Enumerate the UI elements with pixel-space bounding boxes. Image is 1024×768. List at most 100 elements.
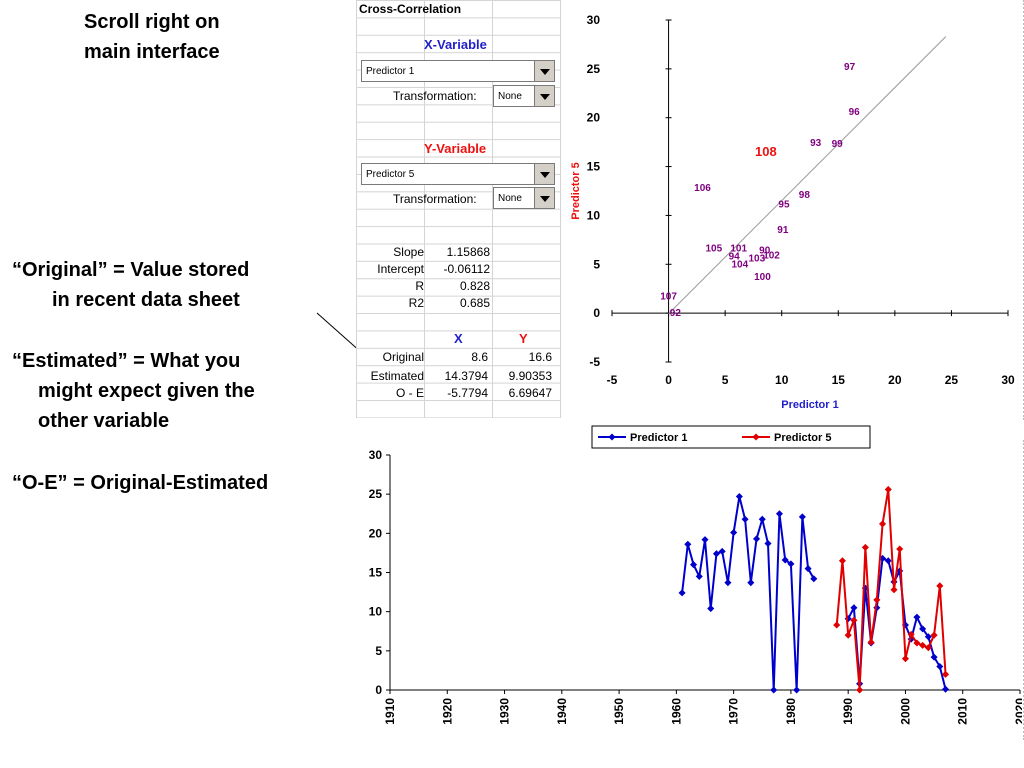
series-point bbox=[781, 556, 789, 564]
row-label: Original bbox=[382, 350, 424, 364]
series-point bbox=[861, 543, 869, 551]
row-label: O - E bbox=[395, 386, 424, 400]
note-text: “Estimated” = What you bbox=[12, 350, 241, 372]
x-tick-label: 1980 bbox=[784, 698, 798, 725]
series-point bbox=[775, 510, 783, 518]
series-point bbox=[838, 557, 846, 565]
chevron-down-icon[interactable] bbox=[534, 86, 554, 106]
point-label: 107 bbox=[660, 292, 677, 303]
series-point bbox=[707, 604, 715, 613]
x-tick-label: 1970 bbox=[727, 698, 741, 725]
x-tick-label: 1910 bbox=[383, 698, 397, 725]
y-transform-select[interactable]: None bbox=[493, 187, 555, 209]
legend-marker bbox=[608, 433, 616, 441]
series-point bbox=[701, 536, 709, 544]
stat-value: -0.06112 bbox=[443, 262, 490, 276]
series-point bbox=[810, 575, 818, 583]
series-line bbox=[681, 496, 815, 691]
series-point bbox=[913, 639, 921, 647]
column-header-x: X bbox=[454, 331, 463, 346]
series-point bbox=[930, 631, 938, 639]
column-header-y: Y bbox=[519, 331, 528, 346]
point-label: 102 bbox=[763, 250, 780, 261]
y-tick-label: 0 bbox=[593, 306, 600, 320]
stat-label: R2 bbox=[408, 296, 424, 310]
series-point bbox=[833, 621, 841, 629]
point-label: 103 bbox=[748, 253, 765, 264]
note-estimated: “Estimated” = What you might expect give… bbox=[12, 346, 255, 436]
y-tick-label: 0 bbox=[375, 683, 382, 697]
x-tick-label: 25 bbox=[945, 373, 959, 387]
row-value-x: 14.3794 bbox=[444, 369, 488, 383]
scatter-chart: -5 0 5 10 15 20 25 30 -5 0 5 10 15 20 25 30 Predictor 1 P… bbox=[570, 13, 1015, 411]
series-point bbox=[936, 662, 944, 671]
point-label: 106 bbox=[694, 183, 711, 194]
note-text: “Original” = Value stored bbox=[12, 259, 250, 281]
y-tick-label: 10 bbox=[587, 208, 601, 222]
x-transform-label: Transformation: bbox=[393, 89, 477, 103]
point-label: 98 bbox=[799, 190, 811, 201]
series-point bbox=[695, 572, 703, 580]
series-point bbox=[942, 685, 950, 693]
series-point bbox=[690, 561, 698, 569]
x-axis-title: Predictor 1 bbox=[781, 399, 838, 411]
point-label-highlight: 108 bbox=[755, 144, 777, 159]
x-tick-label: 5 bbox=[722, 373, 729, 387]
series-point bbox=[873, 596, 881, 604]
series-point bbox=[793, 686, 801, 694]
x-tick-label: 2020 bbox=[1013, 698, 1022, 725]
series-point bbox=[936, 582, 944, 590]
note-text: might expect given the bbox=[38, 380, 255, 402]
y-transform-label: Transformation: bbox=[393, 192, 477, 206]
series-point bbox=[890, 586, 898, 594]
y-tick-label: 15 bbox=[369, 566, 383, 580]
timeseries-chart: 0 5 10 15 20 25 30 1910 1920 1930 1940 1950 1960 1970… bbox=[369, 425, 1022, 725]
series-point bbox=[747, 579, 755, 587]
stat-value: 1.15868 bbox=[446, 245, 490, 259]
fit-line bbox=[668, 36, 947, 315]
x-tick-label: 2010 bbox=[956, 698, 970, 725]
series-point bbox=[770, 686, 778, 694]
chevron-down-icon[interactable] bbox=[534, 61, 554, 81]
cross-correlation-panel: Cross-Correlation X-Variable Predictor 1… bbox=[356, 0, 561, 418]
series-point bbox=[684, 540, 692, 548]
series-point bbox=[850, 604, 858, 612]
series-point bbox=[724, 579, 732, 587]
series-point bbox=[879, 520, 887, 528]
series-point bbox=[924, 633, 932, 641]
x-tick-label: 1950 bbox=[612, 698, 626, 725]
y-tick-label: 25 bbox=[587, 62, 601, 76]
row-value-y: 9.90353 bbox=[508, 369, 552, 383]
series-point bbox=[867, 638, 875, 646]
x-transform-select[interactable]: None bbox=[493, 85, 555, 107]
series-point bbox=[942, 670, 950, 678]
y-transform-value: None bbox=[498, 193, 522, 204]
note-text: Scroll right on bbox=[84, 11, 220, 33]
y-variable-value: Predictor 5 bbox=[366, 169, 415, 180]
series-point bbox=[856, 686, 864, 694]
note-original: “Original” = Value stored in recent data… bbox=[12, 255, 249, 315]
y-tick-label: 20 bbox=[369, 526, 383, 540]
series-point bbox=[753, 535, 761, 543]
series-point bbox=[896, 545, 904, 553]
row-label: Estimated bbox=[370, 369, 424, 383]
chevron-down-icon[interactable] bbox=[534, 164, 554, 184]
y-tick-label: 30 bbox=[587, 13, 601, 27]
point-label: 95 bbox=[778, 200, 790, 211]
x-variable-select[interactable]: Predictor 1 bbox=[361, 60, 555, 82]
point-label: 105 bbox=[705, 244, 722, 255]
y-tick-label: -5 bbox=[589, 355, 600, 369]
stat-label: Intercept bbox=[377, 262, 424, 276]
series-point bbox=[798, 513, 806, 521]
x-tick-label: 1930 bbox=[498, 698, 512, 725]
series-point bbox=[764, 539, 772, 548]
point-label: 100 bbox=[754, 272, 771, 283]
panel-title: Cross-Correlation bbox=[359, 2, 462, 16]
x-transform-value: None bbox=[498, 91, 522, 102]
y-variable-select[interactable]: Predictor 5 bbox=[361, 163, 555, 185]
y-variable-header: Y-Variable bbox=[424, 141, 487, 156]
chevron-down-icon[interactable] bbox=[534, 188, 554, 208]
legend-label: Predictor 5 bbox=[774, 432, 831, 444]
series-point bbox=[678, 589, 686, 597]
stat-value: 0.685 bbox=[459, 296, 490, 310]
